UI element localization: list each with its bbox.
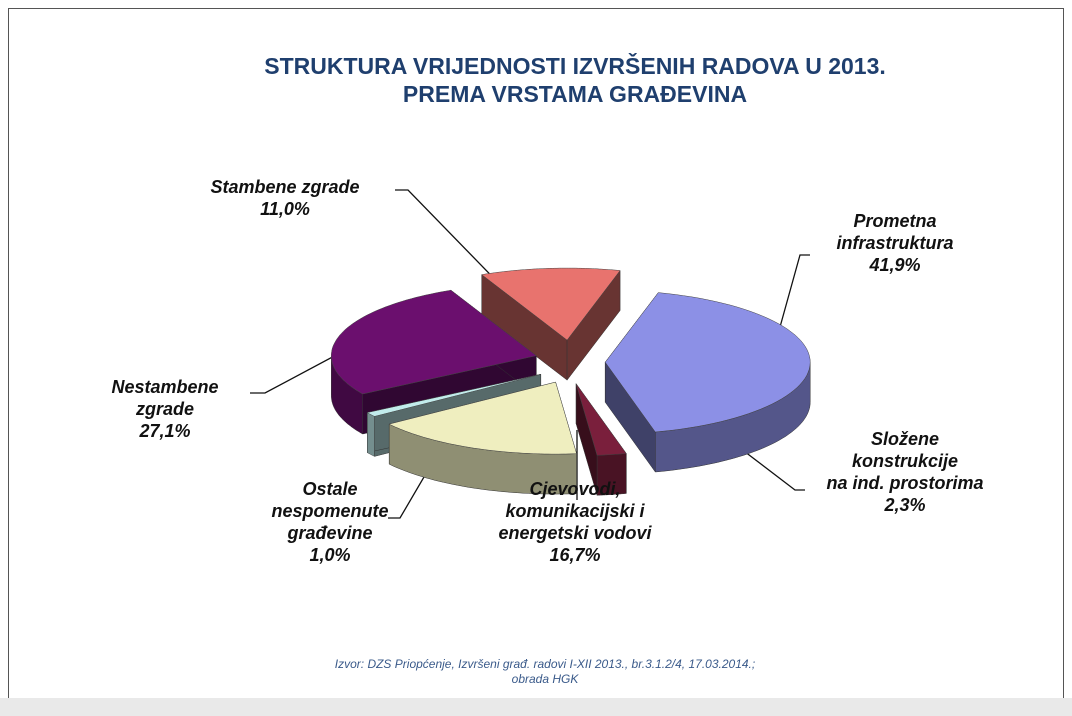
value-label: 27,1% (139, 421, 191, 441)
slice-top (604, 292, 811, 433)
category-label: Stambene zgrade (210, 177, 360, 197)
slice (388, 381, 577, 495)
frame (8, 8, 1064, 698)
slice-label: Cjevovodi, komunikacijski i energetski v… (498, 478, 651, 566)
slice-top (575, 383, 627, 456)
slice (575, 382, 627, 496)
slice-side (367, 411, 375, 457)
value-label: 2,3% (884, 495, 926, 515)
source-note: Izvor: DZS Priopćenje, Izvršeni građ. ra… (334, 657, 756, 686)
slice-top (331, 289, 537, 395)
slice (481, 267, 621, 381)
slice-label: Složene konstrukcije na ind. prostorima 2… (826, 428, 983, 516)
leader-line (395, 189, 516, 301)
slice-top (481, 267, 621, 341)
category-label: Cjevovodi, komunikacijski i energetski v… (498, 479, 652, 543)
slice-top (366, 374, 541, 417)
slice-top (388, 381, 577, 455)
bottom-bar (0, 698, 1072, 716)
slice-label: Prometna infrastruktura 41,9% (836, 210, 953, 276)
category-label: Nestambene zgrade (111, 377, 219, 419)
value-label: 1,0% (309, 545, 351, 565)
slice-label: Ostale nespomenute građevine 1,0% (271, 478, 388, 566)
slice-label: Stambene zgrade 11,0% (210, 176, 359, 220)
category-label: Prometna infrastruktura (836, 211, 954, 253)
value-label: 41,9% (869, 255, 921, 275)
value-label: 16,7% (549, 545, 601, 565)
category-label: Složene konstrukcije na ind. prostorima (826, 429, 984, 493)
slice (604, 291, 811, 473)
chart-title: STRUKTURA VRIJEDNOSTI IZVRŠENIH RADOVA U… (264, 53, 886, 107)
category-label: Ostale nespomenute građevine (271, 479, 389, 543)
value-label: 11,0% (260, 199, 310, 219)
slice-label: Nestambene zgrade 27,1% (111, 376, 218, 442)
leader-line (774, 254, 810, 346)
